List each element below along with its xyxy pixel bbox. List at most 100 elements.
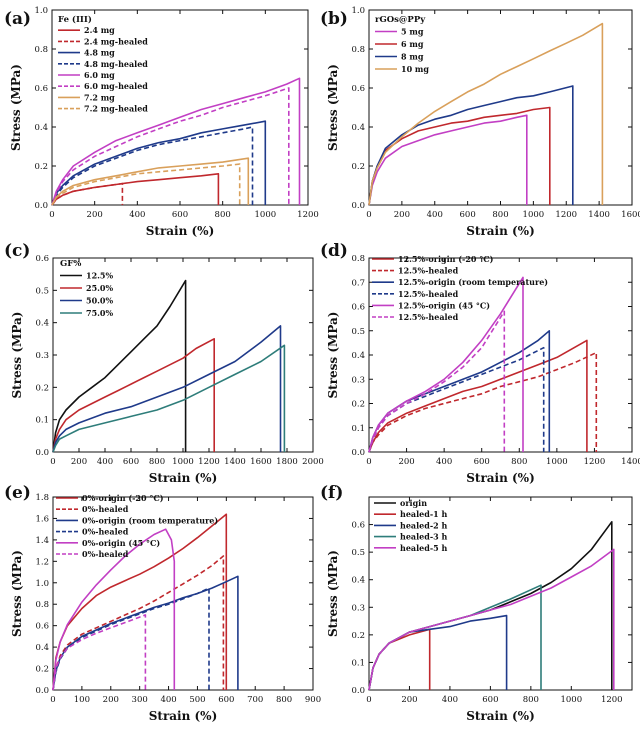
y-tick-label: 0.8 <box>34 45 48 55</box>
y-tick-label: 0.2 <box>35 383 49 393</box>
series-line-d-4 <box>368 276 524 453</box>
series-line-c-0 <box>52 279 187 453</box>
panel-label: (f) <box>320 483 343 503</box>
y-tick-label: 0.0 <box>34 201 48 211</box>
x-tick-label: 1400 <box>588 210 610 220</box>
chart-panel-e: 0 100 200 300 400 500 600 700 800 900 0.0 0.2 0.4 0.6… <box>4 483 321 723</box>
panel-label: (e) <box>4 483 31 503</box>
series-line-a-6 <box>51 157 250 206</box>
y-tick-label: 0.8 <box>351 254 365 264</box>
chart-panel-c: 0 200 400 600 800 1000 1200 1400 1600 1800 2000 0.0… <box>4 241 324 485</box>
x-axis-label: Strain (%) <box>146 224 215 238</box>
legend-entry: 4.8 mg <box>84 48 115 58</box>
plot-frame <box>52 496 314 691</box>
y-tick-label: 0.4 <box>351 123 365 133</box>
x-tick-label: 700 <box>247 695 263 705</box>
x-tick-label: 400 <box>442 695 458 705</box>
x-tick-label: 200 <box>71 457 87 467</box>
y-tick-label: 0.2 <box>34 162 48 172</box>
y-tick-label: 0.0 <box>351 448 365 458</box>
x-axis-label: Strain (%) <box>466 224 535 238</box>
legend-entry: 8 mg <box>401 52 424 62</box>
series-line-b-2 <box>368 85 574 206</box>
x-tick-label: 800 <box>492 210 508 220</box>
series-line-d-1 <box>368 351 598 453</box>
x-tick-label: 1000 <box>560 695 582 705</box>
y-tick-label: 0.5 <box>35 286 49 296</box>
panel-label: (a) <box>4 9 31 29</box>
x-tick-label: 0 <box>50 457 55 467</box>
y-tick-label: 0.4 <box>351 351 365 361</box>
y-tick-label: 0.3 <box>351 375 365 385</box>
y-tick-label: 0.1 <box>351 424 365 434</box>
x-tick-label: 400 <box>160 695 176 705</box>
legend-entry: 2.4 mg <box>84 25 115 35</box>
y-tick-label: 1.0 <box>34 6 48 16</box>
y-tick-label: 1.0 <box>35 579 49 589</box>
legend-entry: 0%-origin (45 °C) <box>82 538 160 548</box>
chart-panel-a: 0 200 400 600 800 1000 1200 0.0 0.2 0.4 0.6 0.8 1.0 S… <box>4 6 319 238</box>
legend-entry: 75.0% <box>86 308 113 318</box>
panel-label: (b) <box>320 9 348 29</box>
y-tick-label: 1.2 <box>35 557 49 567</box>
y-axis-label: Stress (MPa) <box>10 550 24 637</box>
legend-entry: healed-3 h <box>400 532 447 542</box>
x-tick-label: 800 <box>523 695 539 705</box>
series-line-e-4 <box>52 528 176 691</box>
series-line-f-2 <box>368 614 508 691</box>
legend-entry: 12.5%-origin (room temperature) <box>398 277 548 287</box>
legend-entry: 0%-healed <box>82 527 129 537</box>
x-tick-label: 1600 <box>621 210 640 220</box>
y-axis-label: Stress (MPa) <box>326 550 340 637</box>
series-line-c-1 <box>52 338 215 453</box>
x-tick-label: 800 <box>511 457 527 467</box>
x-tick-label: 1400 <box>224 457 246 467</box>
legend-entry: 6.0 mg <box>84 70 115 80</box>
series-line-b-0 <box>368 114 528 206</box>
series-line-d-5 <box>368 310 506 453</box>
x-tick-label: 200 <box>87 210 103 220</box>
legend-title: Fe (III) <box>58 14 92 25</box>
legend-entry: 7.2 mg-healed <box>84 104 148 114</box>
y-tick-label: 0.2 <box>35 665 49 675</box>
series-line-c-3 <box>52 344 286 453</box>
x-tick-label: 200 <box>401 695 417 705</box>
legend-title: GF% <box>60 259 81 269</box>
y-tick-label: 0.6 <box>34 84 48 94</box>
x-tick-label: 300 <box>132 695 148 705</box>
series-line-a-5 <box>51 87 290 206</box>
y-tick-label: 0.4 <box>35 319 49 329</box>
y-tick-label: 0.0 <box>35 686 49 696</box>
panel-label: (d) <box>320 241 348 261</box>
x-axis-label: Strain (%) <box>466 709 535 723</box>
x-tick-label: 200 <box>103 695 119 705</box>
legend-entry: 6.0 mg-healed <box>84 81 148 91</box>
y-tick-label: 0.5 <box>351 548 365 558</box>
legend-entry: 10 mg <box>401 64 429 74</box>
x-tick-label: 1200 <box>555 210 577 220</box>
y-tick-label: 1.0 <box>351 6 365 16</box>
y-tick-label: 0.4 <box>35 643 49 653</box>
y-tick-label: 0.8 <box>35 600 49 610</box>
legend-entry: 12.5%-origin (-20 °C) <box>398 254 494 264</box>
y-tick-label: 0.1 <box>35 416 49 426</box>
legend-entry: 0%-origin (room temperature) <box>82 515 218 525</box>
x-tick-label: 200 <box>398 457 414 467</box>
series-line-b-3 <box>368 22 604 206</box>
y-tick-label: 0.4 <box>34 123 48 133</box>
x-tick-label: 400 <box>129 210 145 220</box>
plot-frame <box>368 496 633 691</box>
x-tick-label: 1200 <box>584 457 606 467</box>
x-tick-label: 600 <box>172 210 188 220</box>
x-tick-label: 1000 <box>546 457 568 467</box>
x-tick-label: 400 <box>436 457 452 467</box>
series-line-f-4 <box>368 548 615 691</box>
y-tick-label: 1.8 <box>35 493 49 503</box>
x-axis-label: Strain (%) <box>149 709 218 723</box>
x-tick-label: 900 <box>305 695 321 705</box>
y-tick-label: 0.3 <box>351 603 365 613</box>
y-tick-label: 0.1 <box>351 658 365 668</box>
x-tick-label: 1000 <box>172 457 194 467</box>
x-tick-label: 2000 <box>302 457 324 467</box>
